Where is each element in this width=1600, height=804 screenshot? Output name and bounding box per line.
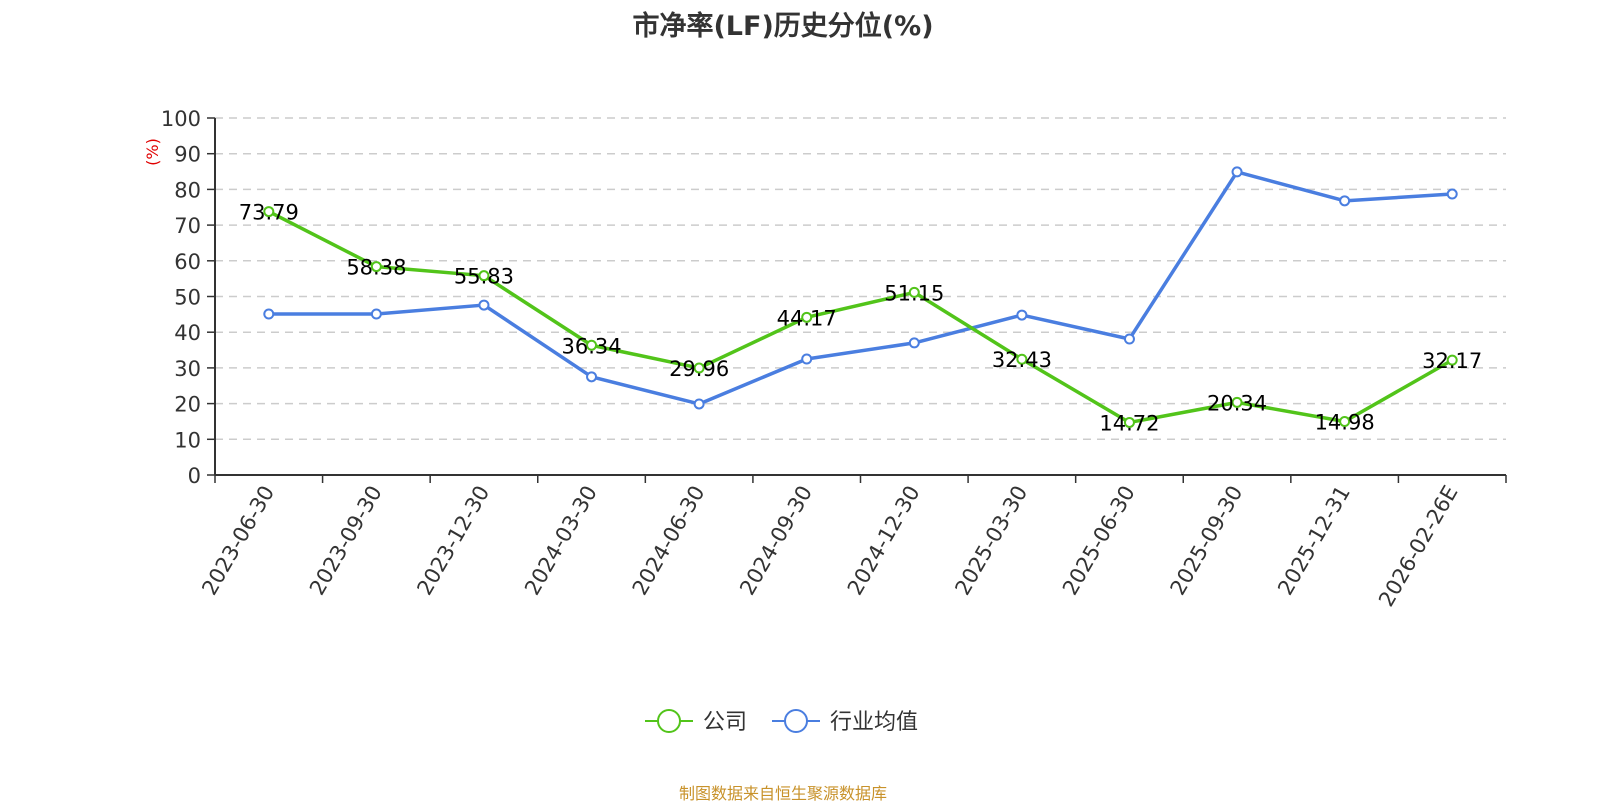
data-label: 55.83 — [454, 265, 514, 289]
data-point[interactable] — [693, 398, 705, 410]
data-point[interactable] — [1016, 353, 1028, 365]
data-label: 14.98 — [1315, 411, 1375, 435]
y-axis-unit-label: (%) — [143, 138, 162, 166]
y-tick-label: 80 — [174, 178, 201, 202]
x-tick-label: 2026-02-26E — [1374, 482, 1462, 611]
legend-label: 公司 — [703, 710, 747, 735]
x-tick-label: 2024-09-30 — [735, 482, 817, 600]
data-label: 14.72 — [1099, 411, 1159, 435]
y-tick-label: 90 — [174, 143, 201, 167]
data-point[interactable] — [263, 206, 275, 218]
x-tick-label: 2025-03-30 — [950, 482, 1032, 600]
data-point[interactable] — [1231, 166, 1243, 178]
y-tick-label: 0 — [188, 464, 201, 488]
data-point[interactable] — [370, 308, 382, 320]
y-tick-label: 10 — [174, 428, 201, 452]
y-tick-label: 100 — [161, 107, 201, 131]
data-point[interactable] — [801, 311, 813, 323]
series-group: 73.79 58.38 55.83 36.34 29.96 44.17 51.15 32.43… — [239, 166, 1482, 435]
data-point[interactable] — [263, 308, 275, 320]
data-point[interactable] — [1016, 309, 1028, 321]
data-point[interactable] — [1123, 416, 1135, 428]
x-tick-label: 2023-12-30 — [412, 482, 494, 600]
y-axis: 0 10 20 30 40 50 60 70 80 90 100 — [161, 107, 216, 488]
legend-marker-icon — [657, 709, 681, 733]
data-point[interactable] — [1231, 396, 1243, 408]
data-point[interactable] — [1339, 416, 1351, 428]
data-point[interactable] — [478, 270, 490, 282]
x-tick-label: 2024-06-30 — [628, 482, 710, 600]
x-tick-label: 2024-03-30 — [520, 482, 602, 600]
series-company — [263, 206, 1458, 428]
data-label: 73.79 — [239, 201, 299, 225]
data-label: 29.96 — [669, 357, 729, 381]
data-point[interactable] — [1123, 333, 1135, 345]
x-tick-label: 2025-12-31 — [1273, 482, 1355, 600]
x-axis: 2023-06-30 2023-09-30 2023-12-30 2024-03-30… — [197, 474, 1507, 611]
data-source-note: 制图数据来自恒生聚源数据库 — [678, 784, 887, 803]
data-point[interactable] — [1339, 195, 1351, 207]
legend-label: 行业均值 — [830, 710, 918, 735]
data-point[interactable] — [586, 339, 598, 351]
data-label: 44.17 — [777, 306, 837, 330]
x-tick-label: 2023-09-30 — [305, 482, 387, 600]
data-point[interactable] — [1446, 354, 1458, 366]
grid-lines — [215, 117, 1506, 441]
chart-title: 市净率(LF)历史分位(%) — [632, 11, 934, 42]
data-point[interactable] — [586, 371, 598, 383]
data-label: 58.38 — [346, 256, 406, 280]
x-tick-label: 2023-06-30 — [197, 482, 279, 600]
data-label: 51.15 — [884, 281, 944, 305]
legend-marker-icon — [784, 709, 808, 733]
x-tick-label: 2025-09-30 — [1166, 482, 1248, 600]
y-tick-label: 40 — [174, 321, 201, 345]
y-tick-label: 30 — [174, 357, 201, 381]
legend[interactable]: 公司 行业均值 — [645, 709, 918, 735]
data-label: 36.34 — [561, 334, 621, 358]
data-point[interactable] — [478, 299, 490, 311]
x-tick-label: 2025-06-30 — [1058, 482, 1140, 600]
data-point[interactable] — [1446, 188, 1458, 200]
data-label: 20.34 — [1207, 391, 1267, 415]
legend-item-company[interactable]: 公司 — [645, 709, 747, 735]
legend-item-industry-average[interactable]: 行业均值 — [772, 709, 918, 735]
data-point[interactable] — [908, 286, 920, 298]
x-tick-label: 2024-12-30 — [843, 482, 925, 600]
data-point[interactable] — [693, 362, 705, 374]
data-label: 32.43 — [992, 348, 1052, 372]
data-point[interactable] — [801, 353, 813, 365]
data-point[interactable] — [370, 261, 382, 273]
data-point[interactable] — [908, 337, 920, 349]
y-tick-label: 70 — [174, 214, 201, 238]
y-tick-label: 50 — [174, 286, 201, 310]
series-industry-average — [263, 166, 1458, 410]
y-tick-label: 20 — [174, 393, 201, 417]
data-label: 32.17 — [1422, 349, 1482, 373]
y-tick-label: 60 — [174, 250, 201, 274]
